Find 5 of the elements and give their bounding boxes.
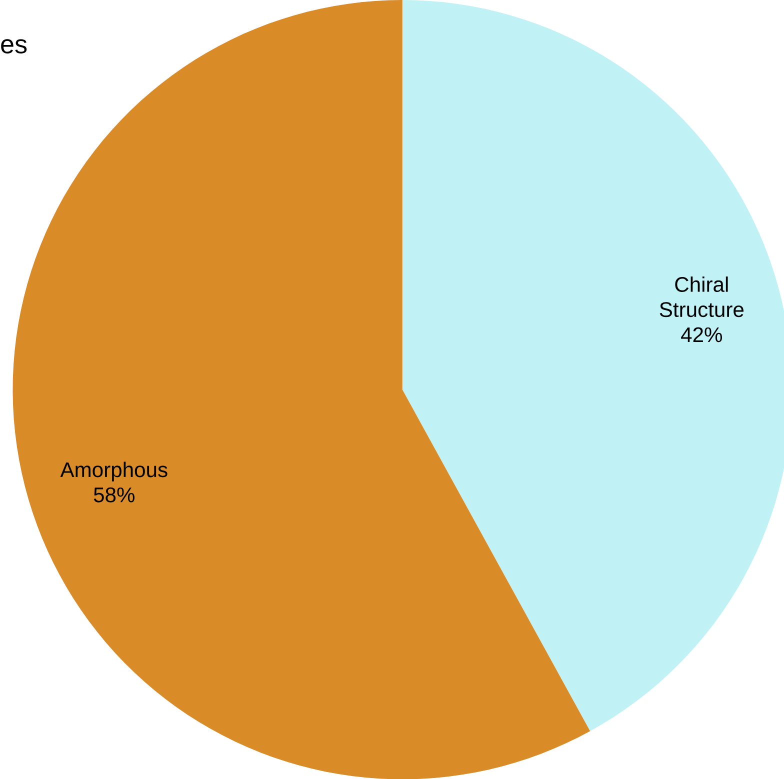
slice-label: Chiral Structure	[660, 276, 744, 317]
text: es	[1, 39, 27, 54]
data-label: 42%	[681, 327, 722, 342]
slice-label: Amorphous	[60, 462, 168, 482]
data-label: 58%	[94, 487, 134, 502]
